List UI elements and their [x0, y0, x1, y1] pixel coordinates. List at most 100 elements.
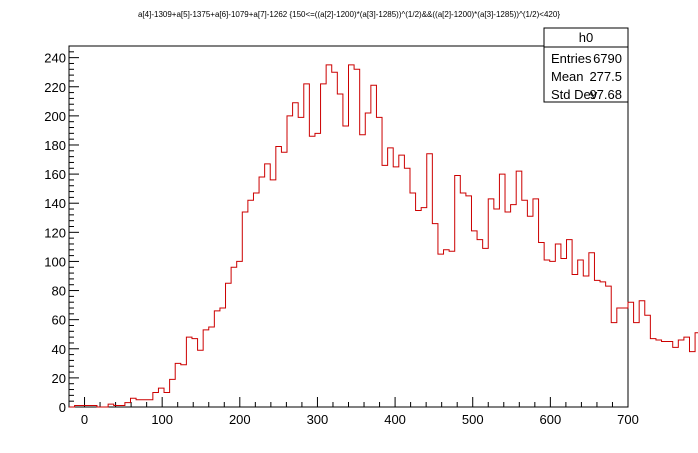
- histogram-bin: [220, 308, 226, 407]
- histogram-bin: [606, 286, 612, 407]
- histogram-bin: [505, 212, 511, 407]
- histogram-bin: [376, 117, 382, 407]
- histogram-bin: [365, 113, 371, 407]
- histogram-bin: [354, 69, 360, 407]
- histogram-bin: [488, 199, 494, 407]
- histogram-bin: [511, 205, 517, 407]
- histogram-bin: [645, 315, 651, 407]
- histogram-bin: [410, 193, 416, 407]
- histogram-bin: [449, 251, 455, 407]
- histogram-bin: [589, 253, 595, 407]
- histogram-bin: [164, 392, 170, 407]
- histogram-bin: [321, 84, 327, 407]
- histogram-bin: [315, 133, 321, 407]
- y-tick-label: 120: [44, 225, 66, 240]
- histogram-outline: [69, 64, 698, 408]
- histogram-bin: [349, 65, 355, 407]
- y-tick-label: 100: [44, 254, 66, 269]
- stats-std-value: 97.68: [589, 87, 622, 102]
- histogram-bin: [639, 301, 645, 407]
- histogram-bin: [309, 136, 315, 407]
- histogram-bin: [170, 379, 176, 407]
- histogram-bin: [404, 168, 410, 407]
- histogram-bin: [293, 103, 299, 407]
- histogram-bin: [544, 260, 550, 407]
- y-tick-label: 220: [44, 80, 66, 95]
- histogram-bin: [332, 72, 338, 407]
- histogram-bin: [438, 254, 444, 407]
- stats-std-label: Std Dev: [551, 87, 598, 102]
- y-tick-label: 240: [44, 51, 66, 66]
- histogram-bin: [287, 116, 293, 407]
- histogram-bin: [416, 210, 422, 407]
- histogram-bin: [522, 200, 528, 407]
- histogram-bin: [555, 244, 561, 407]
- histogram-bin: [259, 177, 265, 407]
- histogram-bin: [684, 337, 690, 407]
- histogram-bin: [527, 216, 533, 407]
- histogram-bin: [343, 126, 349, 407]
- histogram-bin: [298, 117, 304, 407]
- histogram-bin: [253, 193, 259, 407]
- x-tick-label: 300: [307, 412, 329, 427]
- histogram-bin: [533, 199, 539, 407]
- histogram-bin: [421, 208, 427, 407]
- histogram-bins: [75, 65, 698, 407]
- stats-mean-label: Mean: [551, 69, 584, 84]
- histogram-bin: [175, 363, 181, 407]
- y-tick-label: 0: [59, 400, 66, 415]
- histogram-bin: [399, 155, 405, 407]
- histogram-bin: [471, 231, 477, 407]
- histogram-bin: [494, 209, 500, 407]
- histogram-bin: [337, 94, 343, 407]
- histogram-bin: [567, 240, 573, 407]
- x-tick-label: 600: [540, 412, 562, 427]
- histogram-bin: [237, 261, 243, 407]
- x-tick-label: 500: [462, 412, 484, 427]
- stats-entries-label: Entries: [551, 51, 592, 66]
- histogram-bin: [583, 276, 589, 407]
- y-tick-label: 40: [52, 342, 66, 357]
- histogram-bin: [455, 176, 461, 407]
- histogram-bin: [153, 392, 159, 407]
- histogram-bin: [611, 323, 617, 407]
- histogram-bin: [326, 65, 332, 407]
- histogram-bin: [226, 283, 232, 407]
- histogram-bin: [158, 388, 164, 407]
- histogram-bin: [667, 341, 673, 407]
- stats-name: h0: [579, 30, 593, 45]
- histogram-bin: [181, 365, 187, 407]
- histogram-bin: [388, 148, 394, 407]
- histogram-bin: [628, 302, 634, 407]
- histogram-bin: [186, 337, 192, 407]
- histogram-bin: [477, 240, 483, 407]
- histogram-bin: [231, 267, 237, 407]
- histogram-bin: [550, 261, 556, 407]
- histogram-bin: [136, 400, 142, 407]
- y-tick-label: 140: [44, 196, 66, 211]
- histogram-bin: [678, 340, 684, 407]
- histogram-bin: [516, 171, 522, 407]
- histogram-bin: [209, 327, 215, 407]
- x-tick-label: 200: [229, 412, 251, 427]
- histogram-bin: [393, 167, 399, 407]
- histogram-bin: [198, 350, 204, 407]
- histogram-bin: [499, 174, 505, 407]
- histogram-bin: [662, 341, 668, 407]
- y-tick-label: 60: [52, 313, 66, 328]
- x-tick-label: 700: [617, 412, 639, 427]
- histogram-bin: [539, 243, 545, 407]
- y-tick-label: 80: [52, 284, 66, 299]
- histogram-bin: [248, 200, 254, 407]
- y-tick-label: 160: [44, 167, 66, 182]
- histogram-bin: [427, 154, 433, 407]
- histogram-bin: [466, 196, 472, 407]
- histogram-bin: [192, 339, 198, 407]
- histogram-bin: [594, 280, 600, 407]
- histogram-bin: [214, 311, 220, 407]
- x-tick-label: 100: [151, 412, 173, 427]
- histogram-bin: [242, 212, 248, 407]
- histogram-bin: [673, 347, 679, 407]
